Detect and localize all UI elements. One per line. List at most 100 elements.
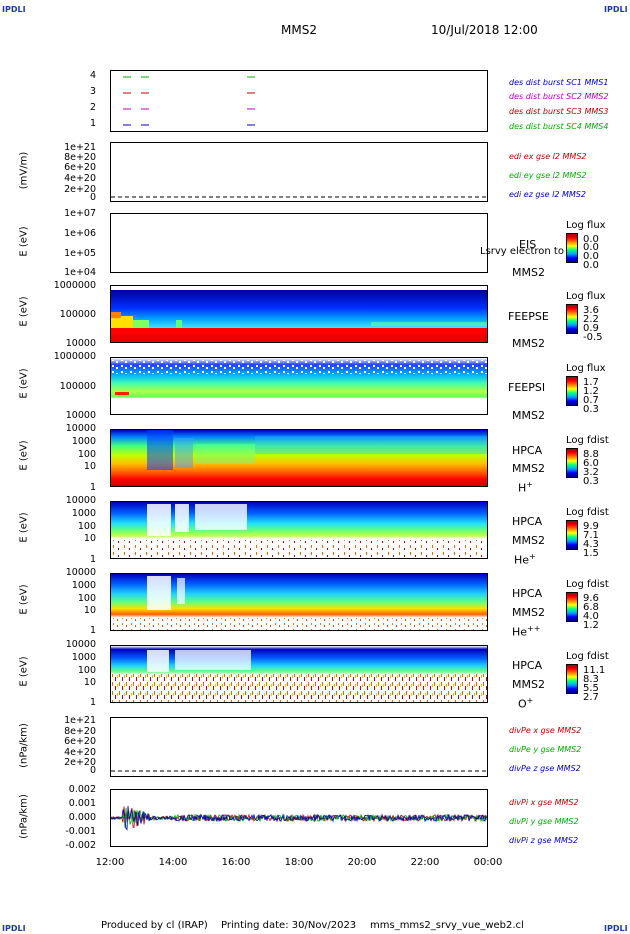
feepse-ylabel: E (eV) [18,296,30,327]
ytick: 10 [83,677,96,688]
cbtick: 0.9 [583,323,599,334]
edi-zero-line [111,196,487,198]
ytick: 1000 [71,436,96,447]
burst-label-mms3: des dist burst SC3 MMS3 [509,107,609,116]
xtick: 20:00 [347,857,377,868]
divpi-panel [110,789,488,847]
hpca-h-panel [110,429,488,487]
edi-ylabel: (mV/m) [18,151,30,190]
hpca-he-colorbar [566,520,578,550]
ytick: 100 [77,521,96,532]
xtick: 18:00 [284,857,314,868]
hpca-o-spectrogram [111,646,487,702]
hpca-hepp-colorbar-title: Log fdist [566,579,609,590]
ytick: 100 [77,665,96,676]
ytick: 100 [77,449,96,460]
eis-ylabel: E (eV) [18,226,30,257]
cbtick: 7.1 [583,530,599,541]
hpca-o-colorbar-title: Log fdist [566,651,609,662]
cbtick: 1.2 [583,386,599,397]
plot-datetime: 10/Jul/2018 12:00 [431,23,538,37]
cbtick: 0.3 [583,476,599,487]
hpca-hepp-panel [110,573,488,631]
eis-colorbar [566,233,578,263]
cbtick: 0.0 [583,242,599,253]
xtick: 00:00 [473,857,503,868]
ytick: 2e+20 [64,757,96,768]
ytick: 0.000 [68,812,96,823]
divpi-label-x: divPi x gse MMS2 [509,798,579,807]
cbtick: 6.0 [583,458,599,469]
feepsi-colorbar [566,376,578,406]
cbtick: 11.1 [583,665,606,676]
eis-overlay-text: Lsrvy electron to [480,246,564,257]
ytick: 2e+20 [64,184,96,195]
ytick: 4e+20 [64,173,96,184]
hpca-he-species: He+ [514,552,536,567]
ytick: 1e+21 [64,715,96,726]
ytick: 1e+07 [64,208,96,219]
divpe-zero-line [111,770,487,772]
ytick: 1 [89,697,96,708]
feepse-sublabel: MMS2 [512,337,545,350]
ytick: -0.001 [65,826,96,837]
ytick: 8e+20 [64,726,96,737]
divpe-ylabel: (nPa/km) [18,723,30,768]
hpca-o-colorbar [566,664,578,694]
ytick: 1e+21 [64,142,96,153]
ytick: 10 [83,605,96,616]
ytick: 8e+20 [64,152,96,163]
xtick: 14:00 [158,857,188,868]
feepsi-panel [110,357,488,415]
eis-sublabel: MMS2 [512,266,545,279]
edi-panel [110,142,488,202]
feepse-spectrogram [111,290,487,342]
burst-marks [123,76,255,126]
ytick: 4e+20 [64,747,96,758]
ytick: 0 [89,765,96,776]
ytick: 0.002 [68,784,96,795]
edi-label-z: edi ez gse l2 MMS2 [509,190,586,199]
cbtick: -0.5 [583,332,603,343]
ytick: 1000 [71,580,96,591]
hpca-he-spectrogram [111,502,487,558]
cbtick: 1.5 [583,548,599,559]
cbtick: 2.7 [583,692,599,703]
divpe-panel [110,717,488,777]
hpca-hepp-species: He++ [512,624,541,639]
hpca-hepp-spectrogram [111,574,487,630]
ytick: 1000000 [53,280,96,291]
ytick: 10000 [65,639,96,650]
cbtick: 8.8 [583,449,599,460]
hpca-hepp-ylabel: E (eV) [18,584,30,615]
divpi-label-y: divPi y gse MMS2 [509,817,579,826]
ytick: 10000 [65,423,96,434]
cbtick: 0.3 [583,404,599,415]
ytick: 1 [89,554,96,565]
hpca-o-species: O+ [518,696,534,711]
edi-label-x: edi ex gse l2 MMS2 [509,152,587,161]
ytick: 1 [89,118,96,129]
corner-mark-top-right: IPDLI [604,5,628,14]
ytick: 0.001 [68,798,96,809]
hpca-h-instrument: HPCA [512,444,543,457]
eis-colorbar-title: Log flux [566,220,606,231]
ytick: 2 [89,102,96,113]
feepsi-instrument: FEEPSI [508,381,546,394]
eis-panel [110,213,488,273]
feepse-colorbar [566,304,578,334]
ytick: 1000 [71,652,96,663]
hpca-h-species: H+ [518,480,533,495]
xtick: 12:00 [95,857,125,868]
hpca-h-colorbar [566,448,578,478]
edi-label-y: edi ey gse l2 MMS2 [509,171,587,180]
burst-panel [110,70,488,132]
feepsi-sublabel: MMS2 [512,409,545,422]
ytick: 100000 [59,381,96,392]
hpca-h-spectrogram [111,430,487,486]
hpca-hepp-sublabel: MMS2 [512,606,545,619]
xtick: 22:00 [410,857,440,868]
ytick: 10 [83,533,96,544]
feepsi-spectrogram [111,358,487,414]
ytick: 1e+06 [64,228,96,239]
